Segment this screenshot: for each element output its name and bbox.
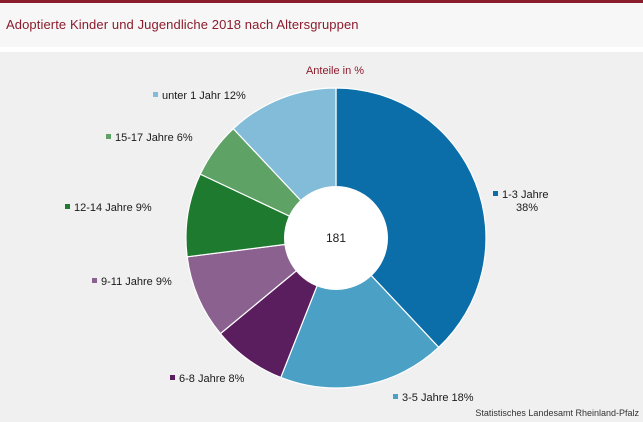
slice-label-value: 38% xyxy=(516,202,538,214)
legend-marker xyxy=(153,92,158,97)
chart-panel: Anteile in % 181 1-3 Jahre 38% 3-5 Jahre 1… xyxy=(0,52,643,422)
legend-marker xyxy=(170,375,175,380)
slice-label: 15-17 Jahre 6% xyxy=(115,132,193,144)
chart-title: Adoptierte Kinder und Jugendliche 2018 n… xyxy=(6,17,359,32)
legend-marker xyxy=(65,204,70,209)
legend-marker xyxy=(393,394,398,399)
header-divider xyxy=(0,47,643,52)
center-label: 181 xyxy=(326,231,346,245)
header: Adoptierte Kinder und Jugendliche 2018 n… xyxy=(0,3,643,47)
slice-label: 3-5 Jahre 18% xyxy=(402,392,474,404)
slice-label: unter 1 Jahr 12% xyxy=(162,90,246,102)
slice-label: 12-14 Jahre 9% xyxy=(74,202,152,214)
legend-marker xyxy=(106,134,111,139)
slice-1-3-jahre xyxy=(335,87,487,349)
chart-subtitle: Anteile in % xyxy=(306,65,364,77)
slice-3-5-jahre xyxy=(280,236,440,389)
slice-label: 6-8 Jahre 8% xyxy=(179,373,245,385)
top-rule xyxy=(0,0,643,3)
slice-label: 9-11 Jahre 9% xyxy=(101,276,172,288)
legend-marker xyxy=(92,278,97,283)
legend-marker xyxy=(493,191,498,196)
source-label: Statistisches Landesamt Rheinland-Pfalz xyxy=(475,408,639,418)
slice-label: 1-3 Jahre xyxy=(502,189,548,201)
donut-hole xyxy=(284,186,388,290)
